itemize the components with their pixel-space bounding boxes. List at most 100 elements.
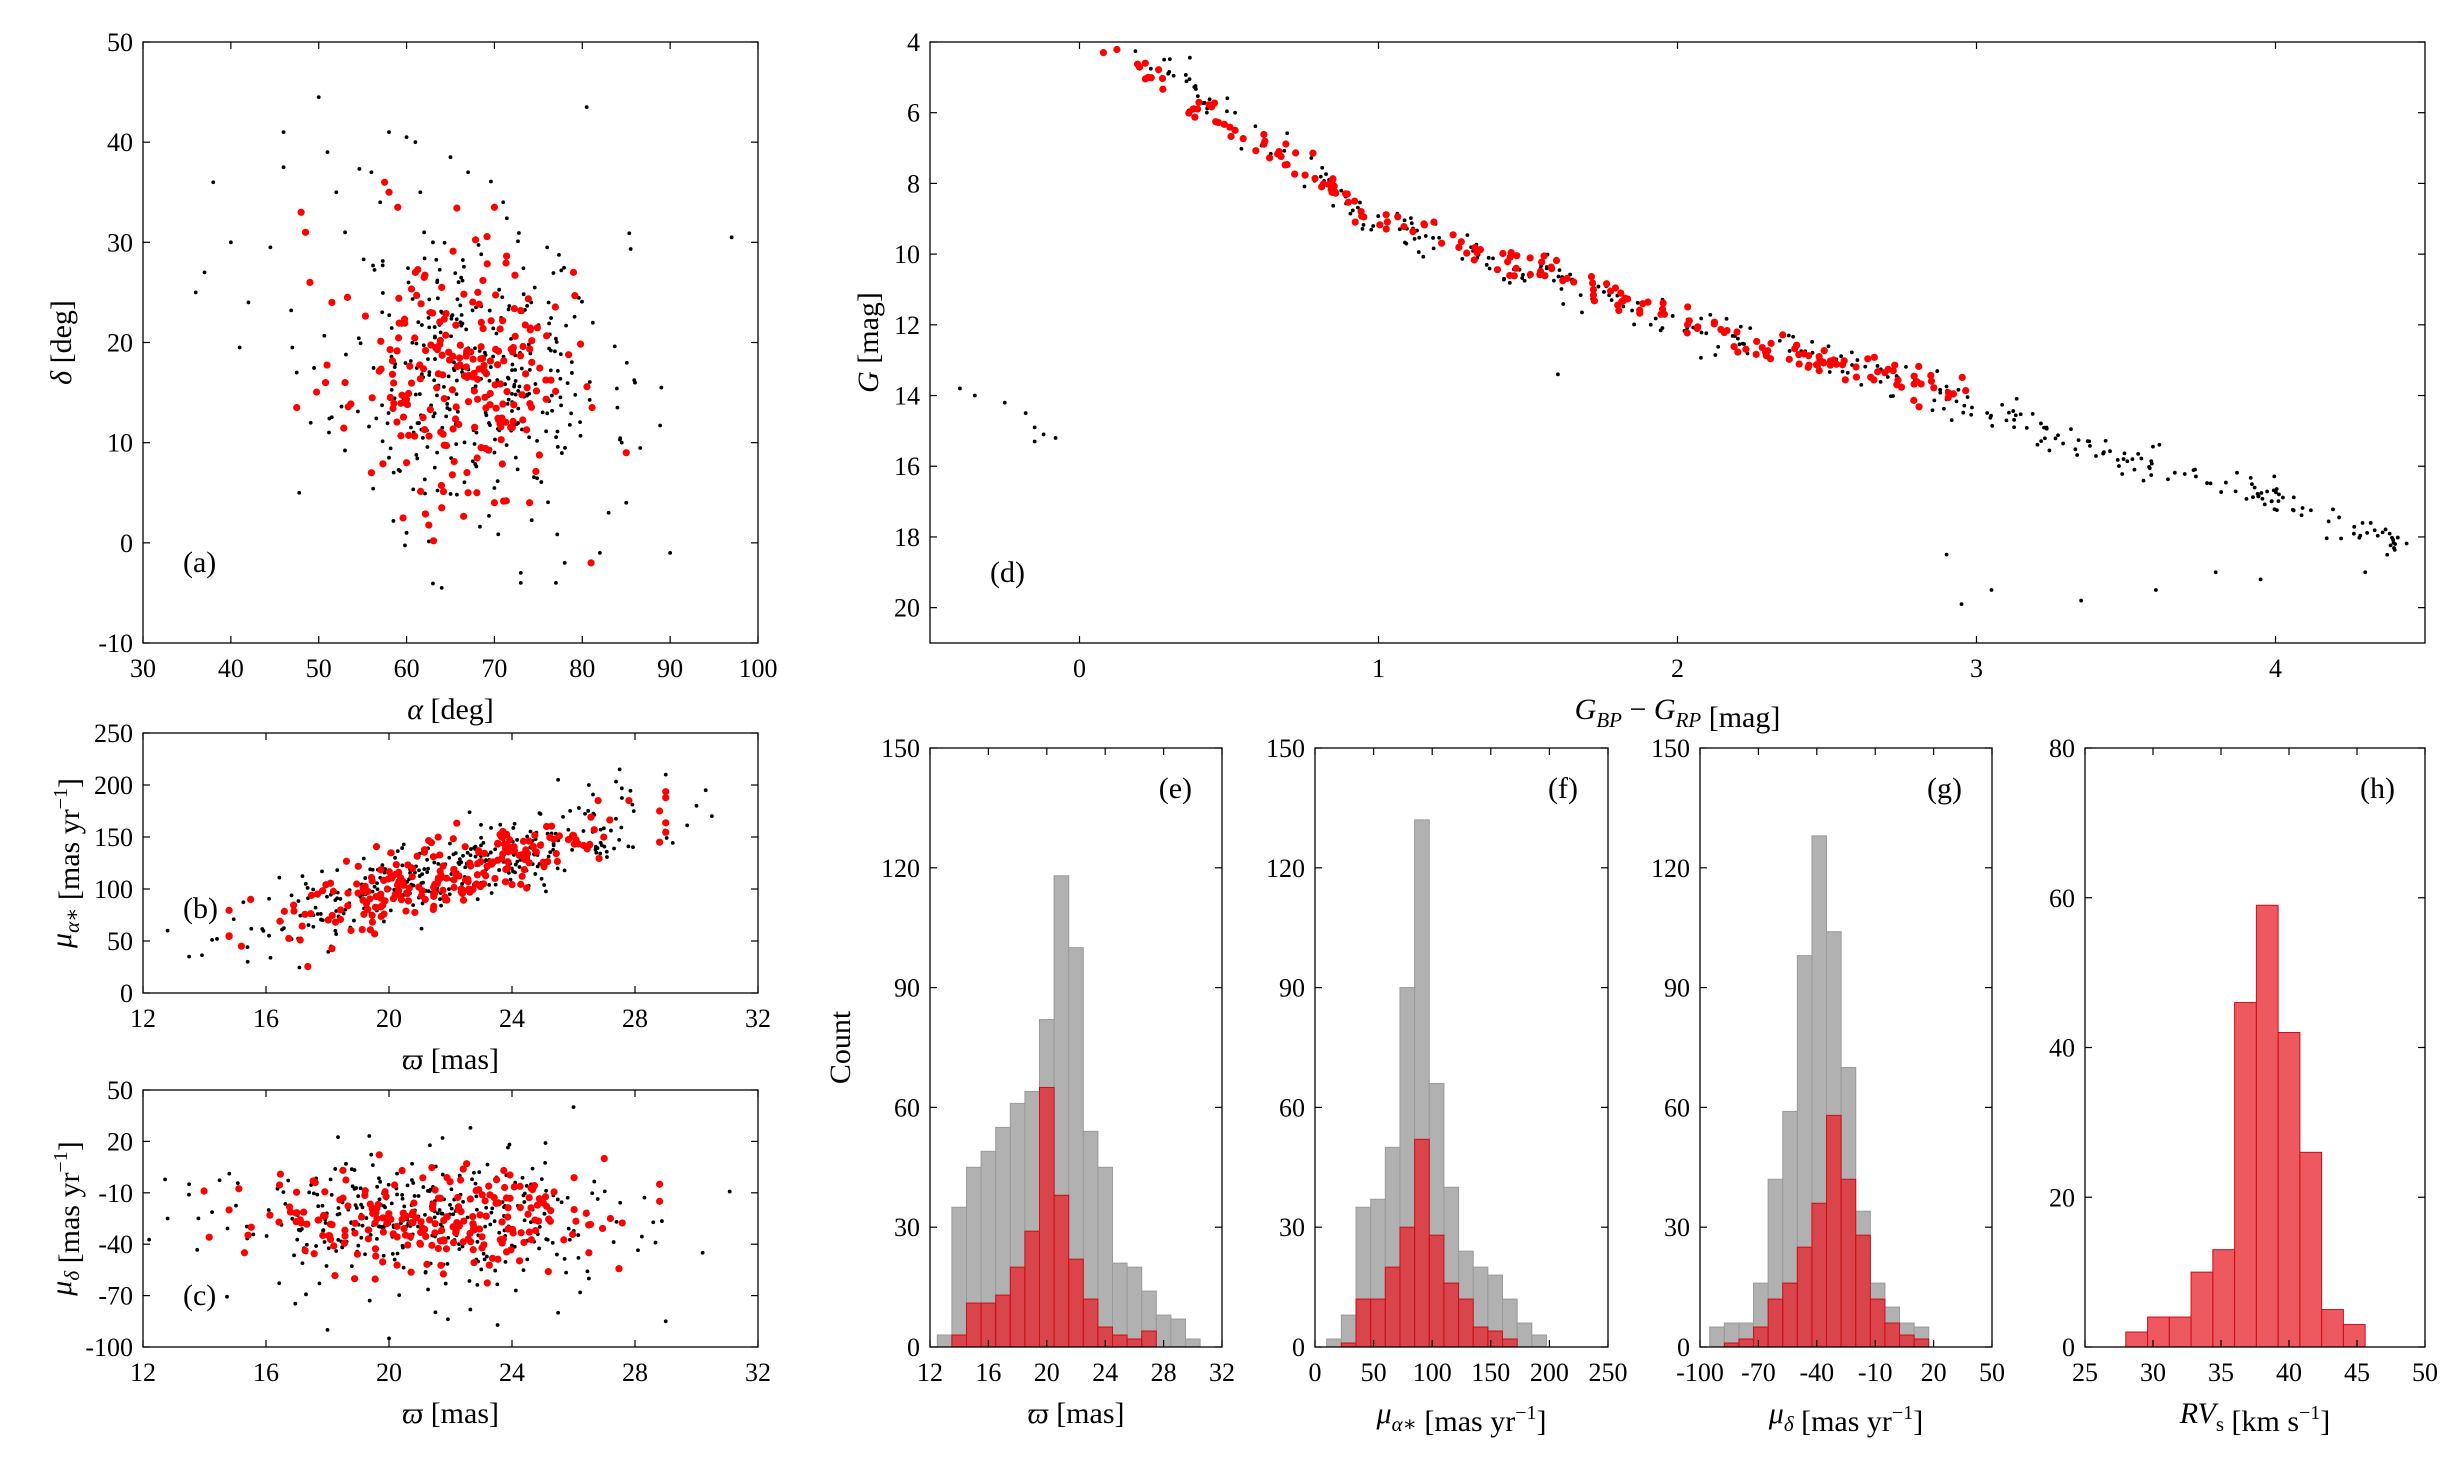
point-all-251 <box>563 445 567 450</box>
point-all-102 <box>1878 379 1883 384</box>
point-members-94 <box>1891 361 1899 369</box>
point-all-132 <box>435 296 440 301</box>
point-all-300 <box>500 295 505 300</box>
point-all-65 <box>440 1172 445 1177</box>
x-tick-label-d: 2 <box>1671 654 1684 683</box>
point-all-73 <box>295 1237 300 1242</box>
point-members-25 <box>1927 377 1936 385</box>
point-members-124 <box>275 1218 283 1226</box>
point-all-307 <box>1888 394 1893 399</box>
bar-members-4 <box>995 1294 1011 1347</box>
point-all-203 <box>1653 316 1658 321</box>
point-all-266 <box>329 415 334 420</box>
point-members-210 <box>297 208 305 216</box>
point-members-85 <box>443 1213 451 1221</box>
point-all-155 <box>267 933 271 938</box>
bar-members-12 <box>1502 1338 1518 1347</box>
point-members-231 <box>656 1197 664 1205</box>
point-all-215 <box>535 864 540 869</box>
point-members-180 <box>486 357 495 365</box>
y-tick-label-g: 150 <box>1651 734 1690 763</box>
point-all-214 <box>1397 227 1402 232</box>
point-members-117 <box>351 1219 359 1227</box>
point-all-179 <box>485 1162 490 1167</box>
panel-label-a: (a) <box>183 546 216 579</box>
point-members-106 <box>371 1245 380 1253</box>
point-all-250 <box>344 352 348 357</box>
point-members-232 <box>402 459 411 467</box>
point-members-191 <box>1357 208 1365 216</box>
point-members-133 <box>527 1184 535 1192</box>
point-all-255 <box>344 1161 348 1166</box>
point-members-202 <box>522 846 530 854</box>
point-all-139 <box>605 855 609 859</box>
point-all-119 <box>406 266 410 271</box>
point-all-140 <box>300 1227 304 1231</box>
point-members-27 <box>475 300 483 308</box>
point-all-114 <box>1376 214 1381 218</box>
point-members-109 <box>383 1219 391 1228</box>
point-all-164 <box>1969 412 1974 417</box>
point-all-297 <box>2208 481 2213 486</box>
point-all-173 <box>1904 364 1908 369</box>
point-all-80 <box>338 897 343 901</box>
point-all-286 <box>376 1224 381 1229</box>
point-members-88 <box>485 1261 493 1269</box>
point-all-224 <box>425 445 430 449</box>
point-all-321 <box>2103 438 2108 443</box>
point-members-128 <box>311 1179 319 1187</box>
point-all-326 <box>598 840 603 845</box>
point-members-109 <box>502 259 510 267</box>
point-members-202 <box>439 487 448 496</box>
point-all-284 <box>513 862 518 867</box>
point-all-60 <box>473 384 478 389</box>
point-all-96 <box>437 267 442 272</box>
point-all-202 <box>2337 515 2342 520</box>
y-tick-label-f: 90 <box>1279 974 1305 1003</box>
point-members-163 <box>1471 243 1479 252</box>
point-all-48 <box>2125 459 2130 464</box>
point-members-118 <box>1884 365 1892 373</box>
point-all-92 <box>1716 344 1721 349</box>
point-members-212 <box>326 1220 335 1228</box>
point-all-99 <box>576 1233 581 1237</box>
point-all-158 <box>487 308 492 313</box>
point-members-166 <box>478 1233 486 1241</box>
point-all-98 <box>1699 330 1704 335</box>
point-all-228 <box>551 271 556 275</box>
point-all-122 <box>638 446 643 450</box>
point-members-120 <box>503 387 511 396</box>
point-all-147 <box>491 326 496 331</box>
point-members-187 <box>1190 105 1198 113</box>
point-members-189 <box>439 430 447 438</box>
point-members-71 <box>498 460 506 468</box>
point-members-194 <box>325 1231 333 1240</box>
point-all-291 <box>465 1215 470 1220</box>
bar-members-2 <box>966 1302 982 1347</box>
bar-members-2 <box>2168 1316 2192 1347</box>
point-members-174 <box>1587 272 1596 281</box>
point-all-87 <box>307 1190 312 1195</box>
point-members-135 <box>428 1163 436 1172</box>
point-members-135 <box>1301 171 1309 179</box>
point-members-0 <box>397 432 405 440</box>
point-members-97 <box>1135 63 1144 71</box>
point-members-44 <box>462 363 470 371</box>
point-members-193 <box>359 896 367 904</box>
point-members-111 <box>1962 386 1970 395</box>
bar-members-2 <box>1738 1338 1755 1347</box>
point-members-229 <box>587 559 595 567</box>
point-members-139 <box>516 1204 524 1212</box>
point-all-308 <box>567 422 572 427</box>
point-members-103 <box>358 925 366 934</box>
point-members-154 <box>326 879 335 887</box>
bar-all-0 <box>1326 1338 1342 1347</box>
point-members-157 <box>1897 383 1906 391</box>
point-all-51 <box>1596 284 1601 289</box>
point-members-190 <box>570 840 578 848</box>
point-all-120 <box>408 359 413 363</box>
point-members-220 <box>420 273 428 281</box>
point-members-17 <box>312 388 321 396</box>
point-all-206 <box>473 346 477 351</box>
